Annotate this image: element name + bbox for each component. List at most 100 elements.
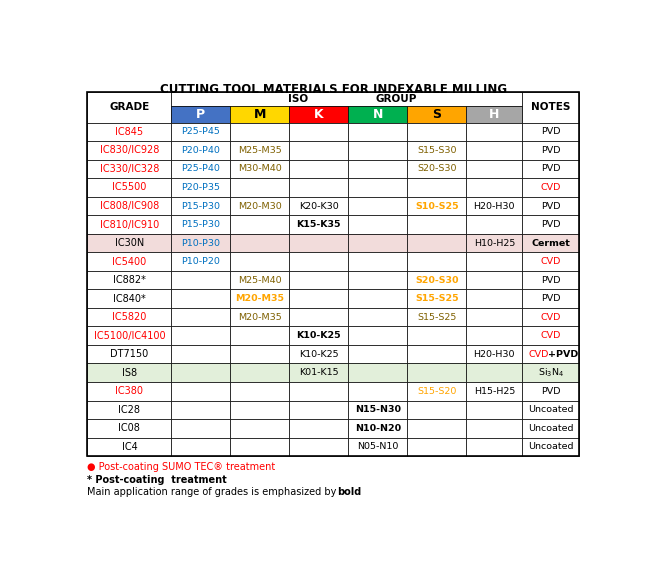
Bar <box>466 327 523 345</box>
Bar <box>172 252 230 271</box>
Bar <box>348 419 408 438</box>
Text: P10-P30: P10-P30 <box>181 238 220 248</box>
Text: IC808/IC908: IC808/IC908 <box>100 201 159 211</box>
Bar <box>88 327 172 345</box>
Bar <box>523 92 578 123</box>
Text: IC28: IC28 <box>118 405 140 415</box>
Text: P25-P45: P25-P45 <box>181 127 220 136</box>
Bar <box>466 401 523 419</box>
Bar <box>172 123 230 141</box>
Bar <box>466 308 523 327</box>
Bar <box>408 141 466 160</box>
Bar <box>408 308 466 327</box>
Bar <box>466 178 523 197</box>
Bar <box>289 234 348 252</box>
Text: N: N <box>372 108 383 121</box>
Bar <box>408 160 466 178</box>
Text: S: S <box>432 108 441 121</box>
Text: S10-S25: S10-S25 <box>415 202 458 210</box>
Bar <box>466 141 523 160</box>
Text: S20-S30: S20-S30 <box>415 276 458 285</box>
Bar <box>466 419 523 438</box>
Bar <box>88 160 172 178</box>
Bar <box>523 382 578 401</box>
Text: Cermet: Cermet <box>531 238 570 248</box>
Bar <box>230 363 289 382</box>
Bar <box>289 197 348 215</box>
Bar <box>523 252 578 271</box>
Text: GROUP: GROUP <box>376 94 417 104</box>
Bar <box>88 271 172 289</box>
Bar <box>172 363 230 382</box>
Bar <box>172 289 230 308</box>
Bar <box>348 141 408 160</box>
Bar <box>408 345 466 363</box>
Text: M25-M35: M25-M35 <box>238 146 281 155</box>
Text: PVD: PVD <box>541 220 560 229</box>
Text: IC882*: IC882* <box>113 275 146 285</box>
Bar <box>172 92 523 106</box>
Bar <box>88 215 172 234</box>
Bar <box>523 141 578 160</box>
Text: Uncoated: Uncoated <box>528 442 573 452</box>
Bar <box>348 160 408 178</box>
Bar <box>289 419 348 438</box>
Bar <box>230 345 289 363</box>
Bar <box>230 419 289 438</box>
Bar <box>172 178 230 197</box>
Bar <box>289 215 348 234</box>
Bar <box>523 160 578 178</box>
Text: ● Post-coating SUMO TEC® treatment: ● Post-coating SUMO TEC® treatment <box>88 462 276 472</box>
Bar <box>466 197 523 215</box>
Text: IC810/IC910: IC810/IC910 <box>100 219 159 230</box>
Bar <box>523 419 578 438</box>
Bar <box>230 271 289 289</box>
Text: H20-H30: H20-H30 <box>474 202 515 210</box>
Bar <box>289 271 348 289</box>
Text: K: K <box>314 108 324 121</box>
Text: IC330/IC328: IC330/IC328 <box>99 164 159 174</box>
Text: +PVD: +PVD <box>549 350 578 359</box>
Text: Si$_3$N$_4$: Si$_3$N$_4$ <box>538 367 564 379</box>
Bar <box>289 178 348 197</box>
Text: ISO: ISO <box>288 94 308 104</box>
Bar <box>230 401 289 419</box>
Bar <box>466 363 523 382</box>
Text: H10-H25: H10-H25 <box>474 238 515 248</box>
Bar <box>172 419 230 438</box>
Text: CVD: CVD <box>540 313 561 321</box>
Text: PVD: PVD <box>541 387 560 396</box>
Bar <box>289 289 348 308</box>
Bar <box>88 92 578 456</box>
Bar <box>289 363 348 382</box>
Text: K10-K25: K10-K25 <box>296 331 341 340</box>
Text: PVD: PVD <box>541 127 560 136</box>
Text: GRADE: GRADE <box>109 102 150 112</box>
Bar <box>523 308 578 327</box>
Text: PVD: PVD <box>541 276 560 285</box>
Bar <box>466 382 523 401</box>
Bar <box>348 234 408 252</box>
Bar <box>230 438 289 456</box>
Text: P15-P30: P15-P30 <box>181 220 220 229</box>
Text: S15-S25: S15-S25 <box>417 313 456 321</box>
Bar <box>408 252 466 271</box>
Bar <box>408 327 466 345</box>
Text: IC380: IC380 <box>116 386 144 397</box>
Bar <box>348 197 408 215</box>
Text: P: P <box>196 108 205 121</box>
Bar <box>523 363 578 382</box>
Text: Uncoated: Uncoated <box>528 424 573 433</box>
Text: CVD: CVD <box>540 183 561 192</box>
Bar <box>466 252 523 271</box>
Text: P20-P40: P20-P40 <box>181 146 220 155</box>
Bar <box>88 363 172 382</box>
Text: M20-M30: M20-M30 <box>238 202 281 210</box>
Text: CVD: CVD <box>528 350 549 359</box>
Bar <box>88 92 172 123</box>
Bar <box>172 141 230 160</box>
Text: IS8: IS8 <box>122 368 137 378</box>
Text: IC5400: IC5400 <box>112 257 146 266</box>
Text: P15-P30: P15-P30 <box>181 202 220 210</box>
Bar <box>230 327 289 345</box>
